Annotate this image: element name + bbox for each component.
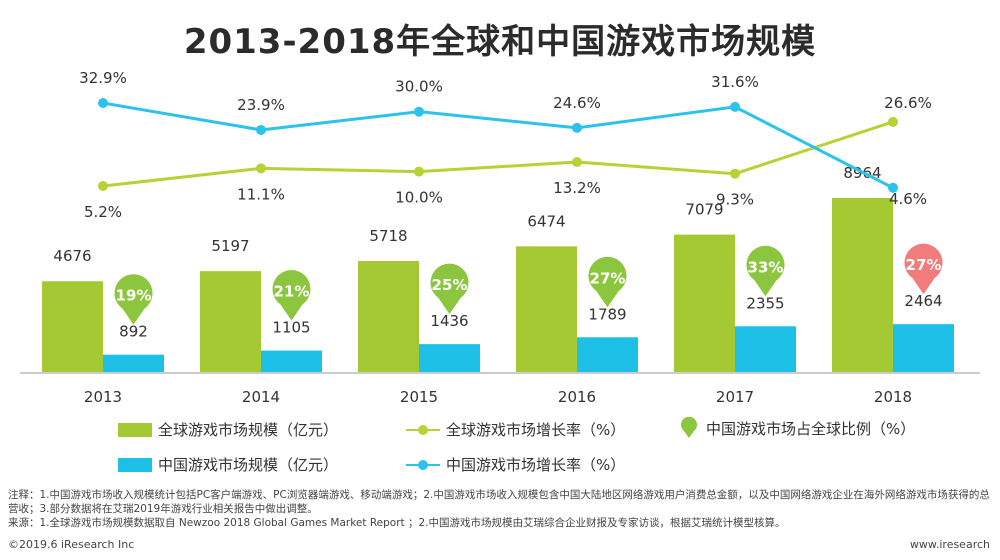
share-pin-marker	[272, 270, 311, 321]
legend-item-global-size: 全球游戏市场规模（亿元）	[118, 419, 338, 440]
share-pin-marker	[588, 256, 627, 308]
share-pin-label: 27%	[906, 256, 942, 274]
x-tick-label: 2017	[716, 388, 754, 406]
share-pin-marker	[746, 245, 785, 297]
china-market-bar	[735, 326, 796, 372]
china-market-bar	[419, 344, 480, 372]
footnote-remarks: 注释：1.中国游戏市场收入规模统计包括PC客户端游戏、PC浏览器端游戏、移动端游…	[8, 489, 990, 515]
china-market-bar	[577, 337, 638, 372]
legend-item-china-share: 中国游戏市场占全球比例（%）	[680, 417, 915, 439]
global-market-bar	[42, 281, 103, 372]
share-pin-marker	[430, 263, 469, 315]
global-growth-label: 13.2%	[553, 179, 601, 197]
china-bar-value-label: 2464	[904, 292, 942, 310]
china-growth-label: 24.6%	[553, 94, 601, 112]
china-market-bar	[261, 350, 322, 372]
legend-swatch	[406, 458, 440, 472]
global-bar-value-label: 7079	[685, 201, 723, 219]
china-growth-point	[730, 101, 740, 112]
global-growth-label: 11.1%	[237, 185, 285, 203]
global-growth-point	[98, 181, 108, 191]
china-bar-value-label: 892	[119, 323, 148, 341]
copyright: ©2019.6 iResearch Inc	[8, 538, 135, 551]
legend-swatch	[406, 423, 440, 437]
global-growth-point	[730, 168, 740, 179]
china-growth-label: 31.6%	[711, 73, 759, 91]
legend-label: 中国游戏市场规模（亿元）	[158, 456, 339, 474]
global-growth-label: 9.3%	[716, 191, 754, 209]
legend-item-china-size: 中国游戏市场规模（亿元）	[118, 454, 338, 475]
china-growth-point	[256, 124, 266, 135]
china-growth-label: 32.9%	[79, 69, 127, 87]
china-growth-point	[572, 122, 582, 133]
footnote-source: 来源：1.全球游戏市场规模数据取自 Newzoo 2018 Global Gam…	[8, 517, 786, 529]
share-pin-label: 27%	[590, 269, 626, 287]
china-growth-label: 30.0%	[395, 78, 443, 96]
legend-pin-icon	[681, 417, 697, 438]
legend-label: 中国游戏市场占全球比例（%）	[706, 419, 916, 438]
global-bar-value-label: 5197	[211, 237, 249, 255]
combo-chart: 4676 892 19% 2013 5197 1105 21% 2014 5718 1436 25%…	[20, 69, 980, 406]
x-tick-label: 2014	[242, 388, 280, 406]
global-growth-point	[414, 166, 424, 177]
legend-swatch	[118, 422, 152, 437]
x-tick-label: 2018	[874, 388, 912, 406]
global-market-bar	[200, 271, 261, 372]
global-market-bar	[516, 246, 577, 372]
global-market-bar	[832, 198, 893, 372]
x-tick-label: 2013	[84, 388, 122, 406]
china-market-bar	[103, 354, 164, 372]
china-growth-point	[414, 106, 424, 117]
share-pin-label: 21%	[274, 283, 310, 301]
china-bar-value-label: 1436	[430, 312, 468, 330]
china-bar-value-label: 1105	[272, 319, 310, 337]
legend-label: 全球游戏市场增长率（%）	[446, 421, 626, 439]
china-bar-value-label: 1789	[588, 305, 626, 323]
website: www.iresearch	[909, 538, 990, 551]
global-growth-label: 10.0%	[395, 189, 443, 207]
share-pin-label: 25%	[432, 276, 468, 294]
china-growth-point	[98, 98, 108, 108]
share-pin-label: 33%	[748, 258, 784, 276]
legend-item-global-growth: 全球游戏市场增长率（%）	[406, 419, 625, 440]
global-market-bar	[358, 261, 419, 372]
global-bar-value-label: 5718	[369, 227, 407, 245]
china-growth-point	[888, 182, 898, 193]
x-tick-label: 2016	[558, 388, 596, 406]
share-pin-label: 19%	[116, 287, 152, 305]
share-pin-marker	[904, 243, 943, 295]
global-growth-line	[102, 120, 894, 188]
global-growth-label: 26.6%	[884, 94, 932, 112]
legend-label: 全球游戏市场规模（亿元）	[158, 421, 339, 439]
share-pin-marker	[114, 274, 153, 325]
chart-title: 2013-2018年全球和中国游戏市场规模	[183, 22, 817, 62]
china-growth-label: 4.6%	[889, 190, 927, 208]
global-growth-label: 5.2%	[84, 203, 122, 221]
china-market-bar	[893, 324, 954, 372]
x-tick-label: 2015	[400, 388, 438, 406]
global-market-bar	[674, 234, 735, 372]
legend-swatch	[118, 457, 152, 472]
legend-item-china-growth: 中国游戏市场增长率（%）	[406, 454, 625, 475]
china-growth-label: 23.9%	[237, 96, 285, 114]
global-bar-value-label: 6474	[527, 212, 565, 230]
global-growth-point	[888, 116, 898, 127]
china-growth-line	[102, 101, 894, 190]
global-growth-point	[256, 163, 266, 174]
legend-label: 中国游戏市场增长率（%）	[446, 456, 626, 474]
footnotes: 注释：1.中国游戏市场收入规模统计包括PC客户端游戏、PC浏览器端游戏、移动端游…	[8, 488, 993, 530]
china-bar-value-label: 2355	[746, 294, 784, 312]
global-bar-value-label: 4676	[53, 247, 91, 265]
global-growth-point	[572, 157, 582, 168]
